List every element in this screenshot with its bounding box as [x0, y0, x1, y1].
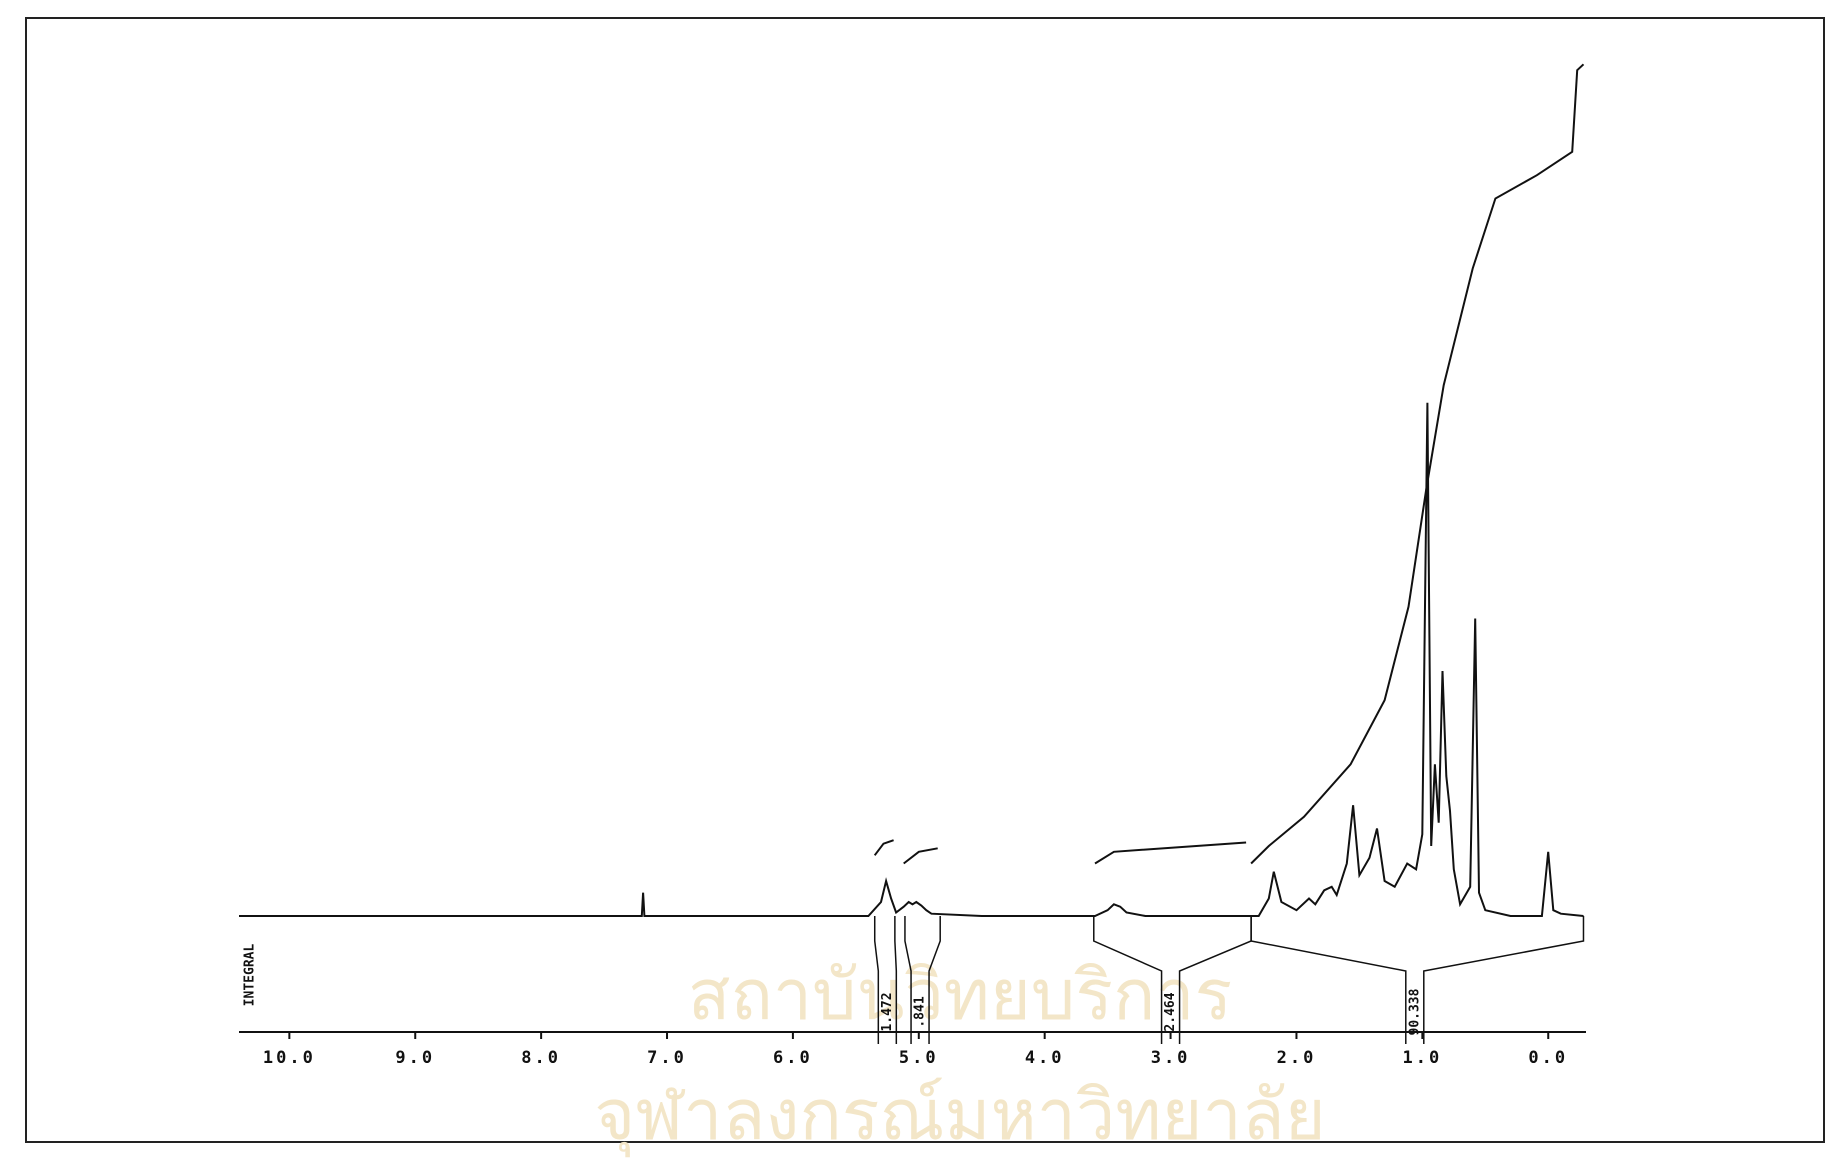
integral-label: 1.472 [880, 992, 895, 1031]
watermark: จุฬาลงกรณ์มหาวิทยาลัย [594, 1074, 1325, 1158]
x-tick-label: 5.0 [899, 1048, 939, 1068]
x-tick-label: 0.0 [1528, 1048, 1568, 1068]
x-tick-label: 8.0 [521, 1048, 561, 1068]
x-tick-label: 10.0 [263, 1048, 316, 1068]
integral-bracket [928, 916, 941, 1044]
integral-bracket [1093, 916, 1163, 1044]
integral-bracket [1423, 916, 1585, 1044]
integral-label: .841 [913, 996, 928, 1027]
integral-bracket [873, 916, 880, 1044]
integral-label: 2.464 [1163, 992, 1178, 1031]
x-tick-label: 1.0 [1402, 1048, 1442, 1068]
x-tick-label: 2.0 [1277, 1048, 1317, 1068]
integral-curve [873, 63, 1585, 865]
integral-label: 90.338 [1407, 988, 1422, 1035]
watermark: สถาบันวิทยบริการ [688, 954, 1232, 1036]
x-tick-label: 3.0 [1151, 1048, 1191, 1068]
x-tick-label: 7.0 [647, 1048, 687, 1068]
integral-bracket [904, 916, 912, 1044]
integral-bracket [1250, 916, 1407, 1044]
integral-bracket [894, 916, 898, 1044]
spectrum-line [239, 402, 1584, 917]
x-tick-label: 6.0 [773, 1048, 813, 1068]
x-tick-label: 4.0 [1025, 1048, 1065, 1068]
axis-label: INTEGRAL [243, 944, 258, 1007]
frame [25, 17, 1825, 1143]
x-tick-label: 9.0 [395, 1048, 435, 1068]
